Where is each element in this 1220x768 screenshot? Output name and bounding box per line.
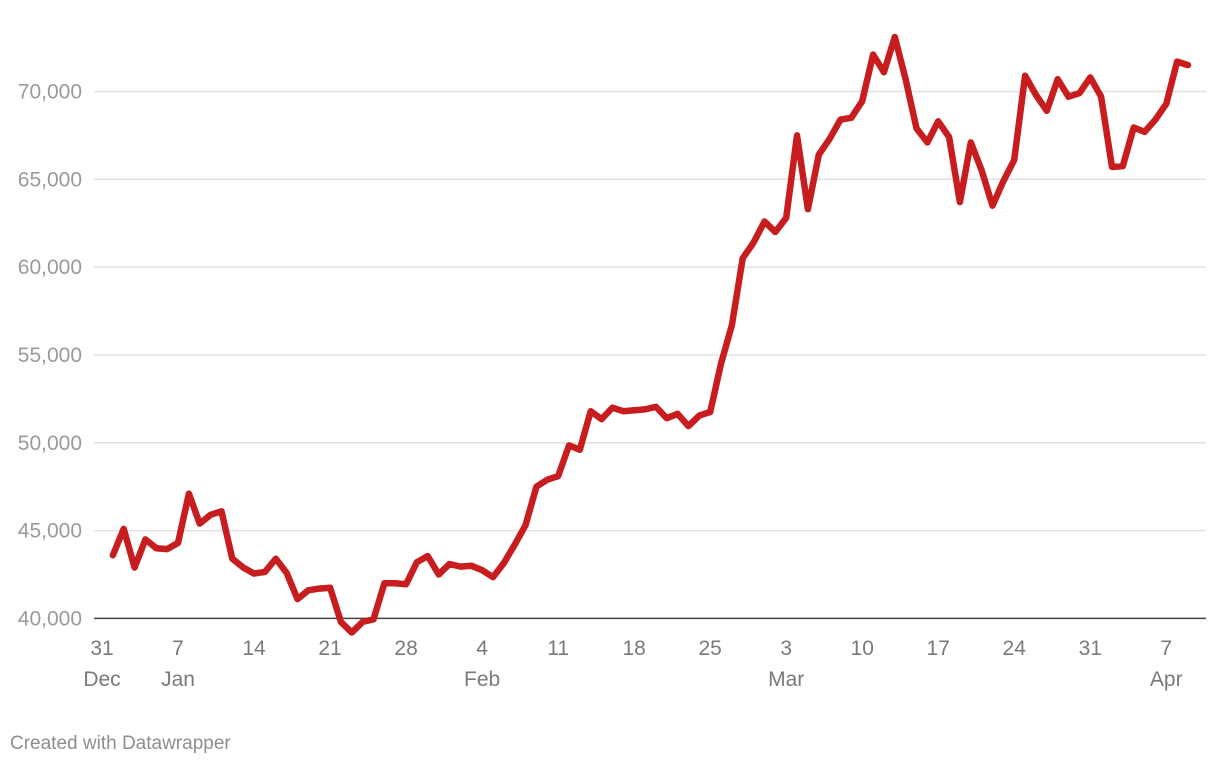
series-layer (109, 33, 1192, 636)
y-axis-labels: 40,000 45,000 50,000 55,000 60,000 65,000 70,0… (18, 80, 82, 630)
y-tick-label: 50,000 (18, 432, 82, 455)
x-tick-label: 11 (547, 637, 569, 660)
y-tick-label: 60,000 (18, 256, 82, 279)
y-tick-label: 45,000 (18, 520, 82, 543)
x-tick-label: 7 (1160, 637, 1172, 660)
x-tick-label: 3 (780, 637, 792, 660)
y-tick-label: 70,000 (18, 80, 82, 103)
x-tick-label: 31 (1079, 637, 1102, 660)
x-tick-label: 25 (698, 637, 721, 660)
y-tick-label: 40,000 (18, 607, 82, 630)
x-tick-sublabel: Mar (768, 668, 804, 691)
x-tick-label: 4 (476, 637, 488, 660)
credit-text: Created with Datawrapper (10, 733, 231, 754)
x-tick-label: 10 (851, 637, 874, 660)
x-tick-label: 7 (172, 637, 184, 660)
x-tick-label: 21 (318, 637, 341, 660)
x-tick-label: 17 (927, 637, 950, 660)
x-tick-label: 24 (1003, 637, 1027, 660)
x-tick-label: 18 (622, 637, 645, 660)
x-tick-sublabel: Dec (83, 668, 120, 691)
x-tick-label: 31 (90, 637, 113, 660)
x-tick-label: 14 (242, 637, 266, 660)
x-tick-sublabel: Apr (1150, 668, 1183, 691)
x-tick-sublabel: Feb (464, 668, 500, 691)
y-tick-label: 55,000 (18, 344, 82, 367)
gridlines (94, 90, 1206, 620)
x-tick-label: 28 (394, 637, 417, 660)
x-axis-labels: 31 Dec 7 Jan 14 21 28 4 Feb 11 18 25 3 Mar 10 17 24 31 7 Ap… (83, 637, 1182, 691)
series-line (109, 33, 1192, 636)
y-tick-label: 65,000 (18, 168, 82, 191)
x-tick-sublabel: Jan (161, 668, 195, 691)
